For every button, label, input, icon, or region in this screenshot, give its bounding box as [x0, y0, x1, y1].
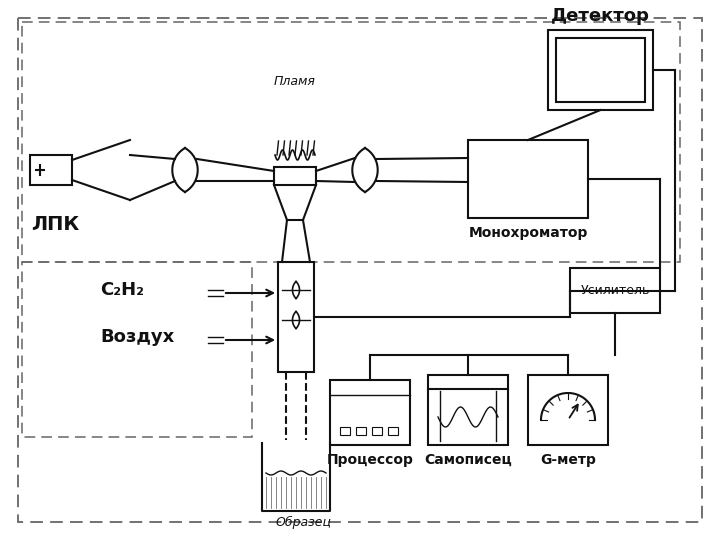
Bar [372, 427, 382, 435]
Bar [22, 262, 252, 437]
Bar [356, 427, 366, 435]
Text: Усилитель: Усилитель [580, 284, 649, 297]
Text: Детектор: Детектор [551, 7, 650, 25]
Bar [30, 155, 72, 185]
Text: G-метр: G-метр [540, 453, 596, 467]
Text: Монохроматор: Монохроматор [468, 226, 588, 240]
Text: Образец: Образец [276, 516, 332, 529]
Bar [330, 380, 410, 445]
Bar [428, 375, 508, 445]
Text: Воздух: Воздух [100, 328, 174, 346]
Bar [340, 427, 350, 435]
Bar [22, 22, 680, 262]
Text: Пламя: Пламя [274, 75, 316, 88]
Bar [528, 375, 608, 445]
Bar [468, 140, 588, 218]
Bar [556, 38, 645, 102]
Text: Самописец: Самописец [424, 453, 512, 467]
Bar [274, 167, 316, 185]
Text: ЛПК: ЛПК [31, 215, 79, 234]
Bar [278, 262, 314, 372]
Text: C₂H₂: C₂H₂ [100, 281, 144, 299]
Bar [570, 268, 660, 313]
Text: Процессор: Процессор [327, 453, 413, 467]
Bar [548, 30, 653, 110]
Bar [388, 427, 398, 435]
